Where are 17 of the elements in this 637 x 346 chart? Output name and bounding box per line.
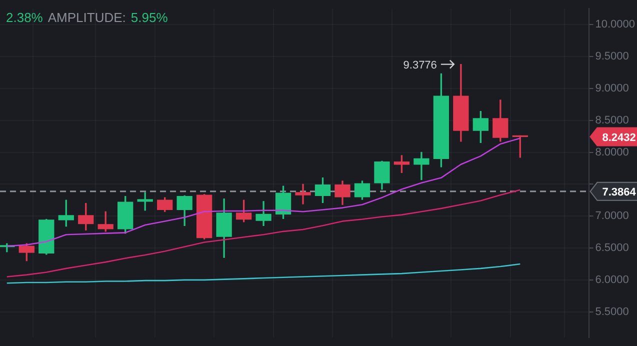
- y-tick-label: 5.5000: [595, 306, 629, 318]
- annotation: AMPLITUDE:: [48, 10, 126, 25]
- annotation: 9.3776: [403, 59, 437, 72]
- y-tick-label: 6.0000: [595, 274, 629, 286]
- y-tick-label: 10.0000: [595, 18, 636, 31]
- y-tick-label: 8.5000: [595, 114, 629, 126]
- y-tick-label: 9.5000: [595, 50, 629, 63]
- annotation: 2.38%: [6, 10, 43, 25]
- y-tick-label: 7.0000: [595, 210, 629, 222]
- ref-line-label: 7.3864: [602, 186, 637, 198]
- y-tick-label: 9.0000: [595, 82, 629, 94]
- text: 8.2432: [602, 132, 636, 144]
- candlestick: [295, 184, 311, 204]
- y-tick-label: 6.5000: [595, 242, 629, 254]
- annotation: 5.95%: [130, 10, 168, 25]
- y-tick-label: 8.0000: [595, 146, 629, 158]
- candlestick: [414, 152, 430, 180]
